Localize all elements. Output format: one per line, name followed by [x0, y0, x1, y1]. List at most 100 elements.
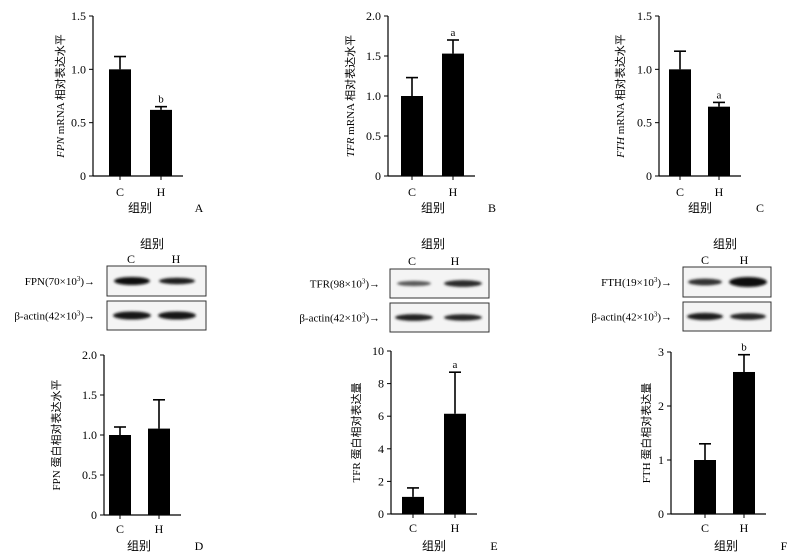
y-axis-label-text: mRNA 相对表达水平	[53, 34, 67, 137]
y-tick-label: 2	[658, 399, 664, 413]
blot-band	[688, 278, 722, 286]
x-tick-label: C	[408, 185, 416, 199]
y-axis-label-text: FTH 蛋白相对表达量	[639, 383, 653, 484]
y-tick-label: 0	[646, 169, 652, 183]
x-tick-label: C	[676, 185, 684, 199]
blot-lane-label: C	[408, 254, 416, 268]
blot-band	[444, 314, 482, 321]
blot-group-header: 组别	[713, 237, 737, 251]
x-tick-label: H	[451, 521, 460, 535]
blot-band	[687, 312, 723, 321]
y-tick-label: 1.5	[82, 388, 97, 402]
y-tick-label: 1.0	[637, 62, 652, 76]
blot-label-prefix: β-actin(42×10	[14, 311, 77, 323]
blot-label-prefix: FPN(70×10	[25, 276, 78, 288]
y-axis-label: FPN 蛋白相对表达水平	[49, 380, 63, 491]
x-axis-label: 组别	[688, 201, 712, 215]
y-tick-label: 0.5	[82, 468, 97, 482]
y-axis-label: FTH mRNA 相对表达水平	[613, 34, 627, 158]
blot-row-label-control: β-actin(42×103)→	[591, 311, 672, 324]
x-tick-label: C	[409, 521, 417, 535]
blot-label-prefix: TFR(98×10	[310, 279, 363, 291]
x-tick-label: H	[449, 185, 458, 199]
blot-row-label-control: β-actin(42×103)→	[14, 310, 95, 323]
panel-letter: F	[781, 539, 788, 553]
blot-lane-label: C	[127, 252, 135, 266]
blot-group-header: 组别	[421, 237, 445, 251]
y-axis-label-text: TFR 蛋白相对表达量	[349, 383, 363, 483]
significance-label: b	[158, 94, 164, 106]
y-tick-label: 1.5	[71, 9, 86, 23]
blot-label-arrow: )→	[80, 311, 95, 323]
blot-band	[730, 313, 766, 320]
blot-band	[114, 277, 150, 285]
x-axis-label: 组别	[421, 201, 445, 215]
bar-h	[733, 371, 755, 514]
y-tick-label: 0.5	[71, 116, 86, 130]
y-tick-label: 0	[80, 169, 86, 183]
x-tick-label: H	[155, 522, 164, 536]
y-tick-label: 0.5	[637, 116, 652, 130]
bar-c	[694, 460, 716, 514]
y-axis-label: FTH 蛋白相对表达量	[639, 383, 653, 484]
y-axis-label: TFR mRNA 相对表达水平	[343, 35, 357, 157]
blot-label-arrow: )→	[657, 312, 672, 324]
y-tick-label: 2.0	[82, 348, 97, 362]
y-axis-label: FPN mRNA 相对表达水平	[53, 34, 67, 158]
bar-h	[708, 106, 730, 176]
y-axis-label-gene: FPN	[55, 136, 67, 158]
y-tick-label: 0	[378, 507, 384, 521]
blot-label-exponent: 3	[654, 311, 658, 319]
bar-h	[444, 413, 466, 514]
y-tick-label: 1.0	[366, 89, 381, 103]
blot-band	[444, 280, 482, 287]
blot-label-prefix: β-actin(42×10	[591, 312, 654, 324]
y-tick-label: 1	[658, 453, 664, 467]
blot-group-header: 组别	[140, 237, 164, 251]
panel-letter: B	[488, 201, 496, 215]
y-axis-label-gene: FTH	[615, 136, 627, 159]
significance-label: a	[453, 359, 458, 371]
blot-row-label-target: FTH(19×103)→	[601, 276, 672, 289]
y-tick-label: 1.5	[637, 9, 652, 23]
x-axis-label: 组别	[127, 539, 151, 553]
y-tick-label: 3	[658, 345, 664, 359]
blot-label-exponent: 3	[77, 310, 81, 318]
y-axis-label-gene: TFR	[345, 137, 357, 157]
blot-band	[159, 277, 195, 285]
blot-label-exponent: 3	[654, 276, 658, 284]
blot-row-label-control: β-actin(42×103)→	[299, 312, 380, 325]
bar-h	[148, 428, 170, 515]
x-tick-label: H	[740, 521, 749, 535]
bar-h	[442, 53, 464, 176]
blot-label-arrow: )→	[657, 277, 672, 289]
y-tick-label: 2	[378, 474, 384, 488]
x-axis-label: 组别	[128, 201, 152, 215]
y-tick-label: 4	[378, 442, 384, 456]
bar-c	[669, 69, 691, 176]
panel-letter: A	[195, 201, 204, 215]
blot-strip-control	[682, 301, 772, 332]
y-tick-label: 10	[372, 344, 384, 358]
y-axis-label: TFR 蛋白相对表达量	[349, 383, 363, 483]
chart-panel-b: 0 0.5 1.0 1.5 2.0 C Ha 组别 B TFR mRNA 相对表达水平	[343, 9, 496, 215]
significance-label: a	[717, 89, 722, 101]
bar-c	[401, 96, 423, 176]
bar-c	[109, 435, 131, 515]
y-axis-label-text: FPN 蛋白相对表达水平	[49, 380, 63, 491]
panel-letter: D	[195, 539, 204, 553]
chart-panel-c: 0 0.5 1.0 1.5 C Ha 组别 C FTH mRNA 相对表达水平	[613, 9, 764, 215]
blot-lane-label: H	[740, 253, 749, 267]
x-tick-label: C	[701, 521, 709, 535]
bar-c	[109, 69, 131, 176]
x-axis-label: 组别	[714, 539, 738, 553]
y-axis-label-text: mRNA 相对表达水平	[613, 34, 627, 137]
blot-label-exponent: 3	[77, 275, 81, 283]
blot-label-arrow: )→	[80, 276, 95, 288]
blot-band	[113, 311, 151, 320]
blot-row-label-target: FPN(70×103)→	[25, 275, 95, 288]
